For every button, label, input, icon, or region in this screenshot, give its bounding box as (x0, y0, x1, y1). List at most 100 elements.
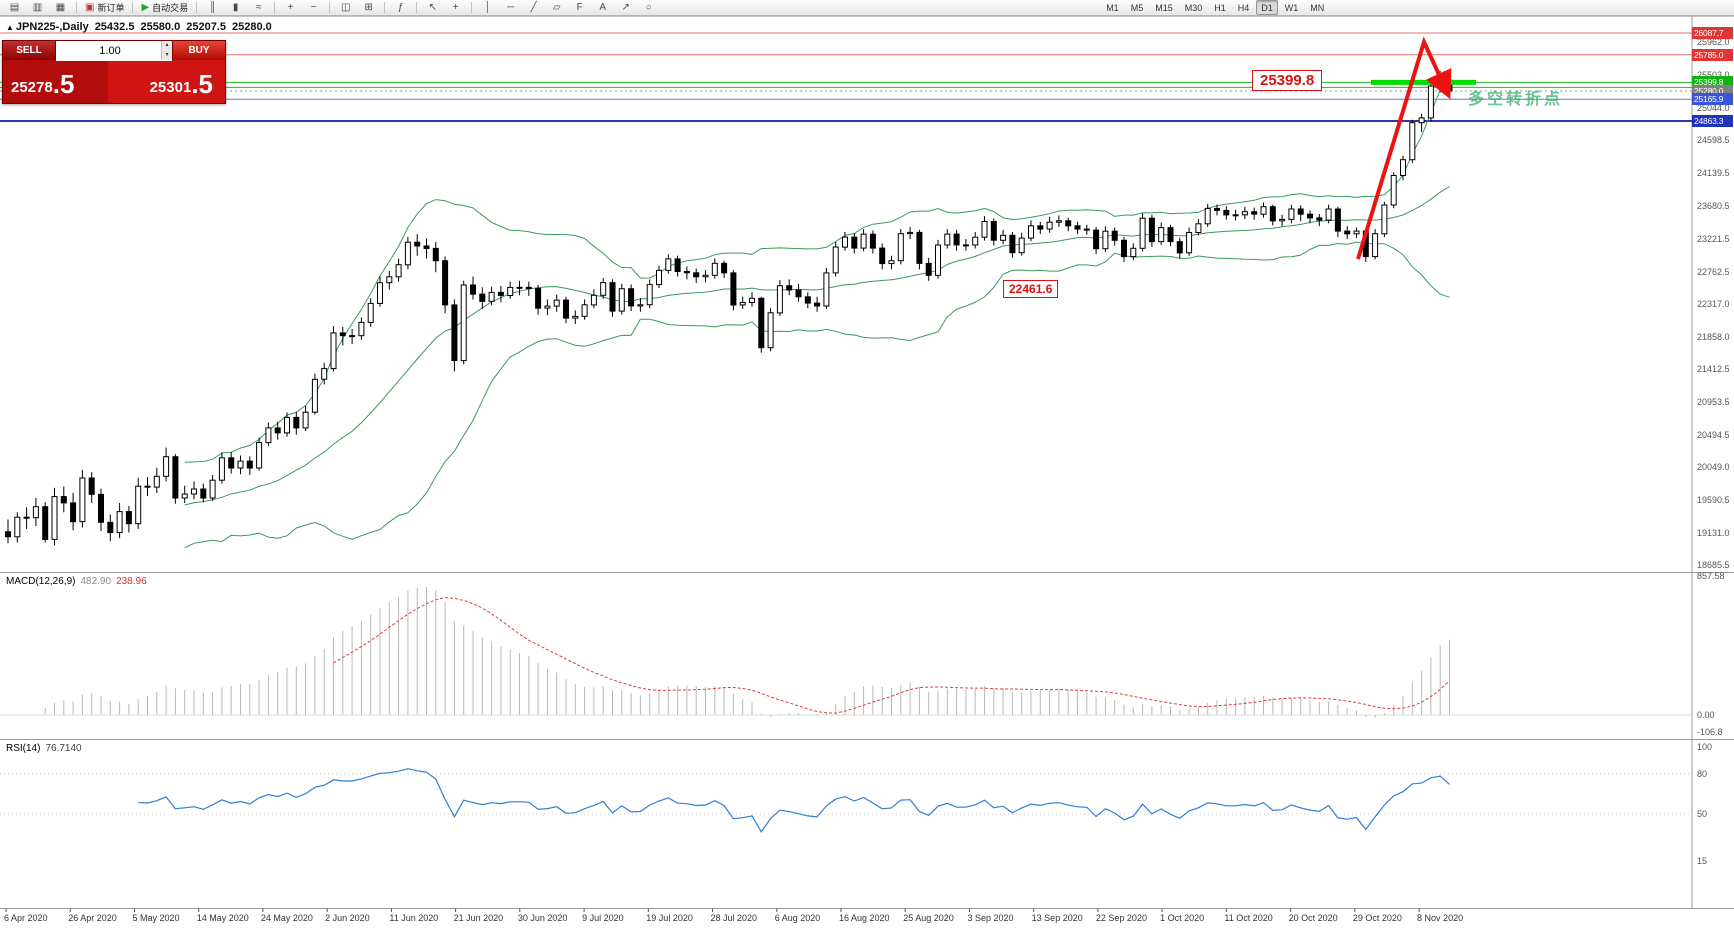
vertical-line-button[interactable]: │ (477, 0, 498, 15)
timeframe-h4[interactable]: H4 (1237, 2, 1250, 13)
symbol-name: JPN225-,Daily (15, 21, 89, 33)
timeframe-m1[interactable]: M1 (1106, 2, 1119, 13)
date-label: 30 Jun 2020 (517, 913, 568, 923)
price-axis-label: 23680.5 (1697, 201, 1730, 212)
toolbar-separator (471, 2, 473, 13)
buy-button[interactable]: BUY (173, 41, 225, 60)
macd-signal-value: 238.96 (116, 576, 147, 587)
navigator-button[interactable]: ▥ (27, 0, 48, 15)
rsi-axis-label: 80 (1697, 769, 1708, 779)
price-tag: 25165.9 (1692, 93, 1733, 106)
date-label: 22 Sep 2020 (1095, 913, 1147, 923)
ohlc-open: 25432.5 (94, 21, 135, 33)
timeframe-w1[interactable]: W1 (1284, 2, 1299, 13)
horizontal-line-button[interactable]: ─ (500, 0, 521, 15)
timeframe-d1[interactable]: D1 (1256, 0, 1278, 15)
candlestick-chart-button[interactable]: ▮ (225, 0, 246, 15)
date-label: 5 May 2020 (132, 913, 180, 923)
timeframe-m30[interactable]: M30 (1184, 2, 1203, 13)
price-axis-label: 19590.5 (1697, 495, 1730, 506)
candlestick-chart-icon: ▮ (232, 1, 239, 13)
text-icon: A (599, 1, 607, 13)
one-click-trading-panel: SELL ▴ ▾ BUY 25278.5 25301.5 (2, 40, 226, 104)
rsi-axis-label: 50 (1697, 809, 1708, 819)
timeframe-h1[interactable]: H1 (1214, 2, 1226, 13)
price-axis-label: 25044.0 (1697, 102, 1730, 113)
trendline-button[interactable]: ╱ (523, 0, 544, 15)
price-axis-label: 20049.0 (1697, 462, 1730, 473)
zoom-out-button[interactable]: − (303, 0, 324, 15)
new-order-button[interactable]: ▣ 新订单 (82, 0, 127, 15)
price-axis-label: 25962.0 (1697, 37, 1730, 47)
sell-button[interactable]: SELL (3, 41, 55, 60)
macd-name: MACD(12,26,9) (6, 576, 76, 587)
line-chart-button[interactable]: ≈ (248, 0, 269, 15)
date-label: 19 Jul 2020 (646, 913, 693, 923)
price-tag: 24863.3 (1692, 114, 1733, 127)
crosshair-button[interactable]: + (445, 0, 466, 15)
arrow-object-icon: ↗ (621, 1, 630, 13)
terminal-button[interactable]: ▦ (50, 0, 71, 15)
auto-trading-icon: ▶ (141, 1, 150, 13)
cursor-button[interactable]: ↖ (422, 0, 443, 15)
fibonacci-button[interactable]: F (569, 0, 590, 15)
volume-up-button[interactable]: ▴ (161, 41, 172, 51)
sell-price-pips: .5 (52, 69, 75, 99)
date-label: 26 Apr 2020 (68, 913, 117, 923)
market-watch-button[interactable]: ▤ (4, 0, 25, 15)
buy-price[interactable]: 25301.5 (108, 60, 225, 103)
zoom-out-icon: − (310, 1, 317, 13)
shapes-button[interactable]: ○ (638, 0, 659, 15)
symbol-marker-icon: ▲ (6, 23, 14, 32)
arrow-object-button[interactable]: ↗ (615, 0, 636, 15)
date-label: 3 Sep 2020 (967, 913, 1014, 923)
date-label: 21 Jun 2020 (453, 913, 504, 923)
macd-axis-label: 857.58 (1697, 571, 1725, 581)
date-label: 2 Jun 2020 (325, 913, 370, 923)
price-axis-label: 21412.5 (1697, 364, 1730, 375)
channel-icon: ▱ (552, 1, 561, 13)
timeframe-mn[interactable]: MN (1310, 2, 1325, 13)
zoom-in-button[interactable]: + (280, 0, 301, 15)
auto-arrange-icon: ⊞ (364, 1, 373, 13)
sell-price[interactable]: 25278.5 (3, 60, 108, 103)
auto-trading-button-label: 自动交易 (152, 3, 189, 13)
shapes-icon: ○ (645, 1, 652, 13)
date-label: 28 Jul 2020 (710, 913, 758, 923)
bar-chart-icon: ║ (209, 1, 217, 13)
turning-point-note[interactable]: 多空转折点 (1468, 91, 1564, 108)
timeframe-bar: M1 M5 M15 M30 H1 H4 D1 W1 MN (1100, 0, 1330, 15)
channel-button[interactable]: ▱ (546, 0, 567, 15)
timeframe-m5[interactable]: M5 (1130, 2, 1144, 13)
main-toolbar: ▤ ▥ ▦ ▣ 新订单 ▶ 自动交易 ║ ▮ ≈ + − ◫ ⊞ ƒ ↖ + │ ─ ╱ ▱ F A ↗ ○ M1 M5 M15 M30… (0, 0, 1734, 16)
ohlc-close: 25280.0 (231, 21, 272, 33)
auto-arrange-button[interactable]: ⊞ (358, 0, 379, 15)
toolbar-separator (274, 2, 276, 13)
indicators-button[interactable]: ƒ (390, 0, 411, 15)
price-axis-label: 19131.0 (1697, 528, 1730, 539)
price-annotation-22461[interactable]: 22461.6 (1003, 280, 1059, 298)
tile-windows-icon: ◫ (340, 1, 351, 13)
date-label: 6 Aug 2020 (774, 913, 821, 923)
bar-chart-button[interactable]: ║ (202, 0, 223, 15)
timeframe-m15[interactable]: M15 (1155, 2, 1173, 13)
text-button[interactable]: A (592, 0, 613, 15)
tile-windows-button[interactable]: ◫ (335, 0, 356, 15)
date-label: 24 May 2020 (260, 913, 313, 923)
price-axis-label: 23221.5 (1697, 234, 1730, 245)
navigator-icon: ▥ (32, 1, 43, 13)
volume-input[interactable] (56, 41, 172, 61)
toolbar-separator (132, 2, 134, 13)
trendline-icon: ╱ (530, 1, 537, 13)
buy-price-main: 25301 (149, 79, 192, 96)
date-label: 11 Jun 2020 (389, 913, 439, 923)
price-annotation-25399[interactable]: 25399.8 (1252, 70, 1323, 91)
price-tag: 25785.0 (1692, 48, 1733, 61)
toolbar-separator (416, 2, 418, 13)
date-label: 8 Nov 2020 (1417, 913, 1464, 923)
auto-trading-button[interactable]: ▶ 自动交易 (138, 0, 191, 15)
macd-value: 482.90 (80, 576, 112, 587)
volume-down-button[interactable]: ▾ (161, 50, 172, 60)
